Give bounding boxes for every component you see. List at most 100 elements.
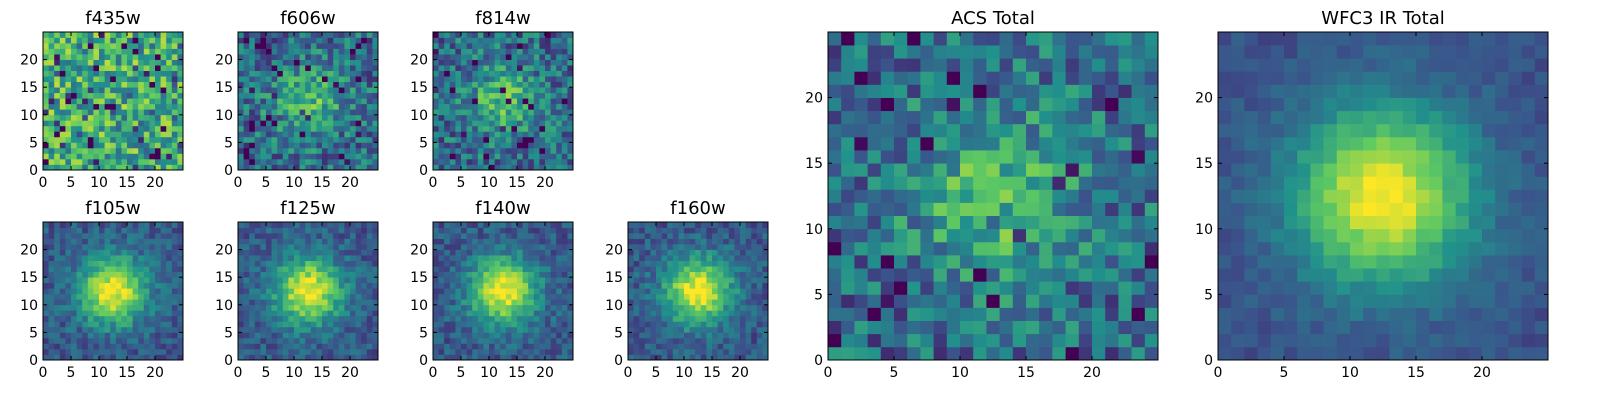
heatmap-cell — [684, 315, 690, 322]
heatmap-cell — [294, 332, 300, 339]
heatmap-cell — [449, 59, 456, 66]
heatmap-cell — [946, 307, 961, 321]
heatmap-cell — [48, 321, 55, 328]
heatmap-cell — [266, 76, 272, 83]
heatmap-cell — [505, 337, 512, 344]
heatmap-cell — [344, 37, 351, 44]
heatmap-cell — [155, 125, 161, 132]
heatmap-cell — [505, 282, 512, 289]
heatmap-cell — [946, 241, 961, 256]
heatmap-cell — [361, 282, 368, 289]
heatmap-cell — [644, 326, 651, 333]
heatmap-cell — [661, 348, 668, 355]
heatmap-cell — [149, 255, 156, 261]
heatmap-cell — [277, 354, 284, 361]
heatmap-cell — [361, 310, 368, 317]
heatmap-cell — [294, 222, 300, 228]
heatmap-cell — [243, 87, 250, 94]
heatmap-cell — [104, 142, 111, 149]
heatmap-cell — [511, 164, 518, 171]
heatmap-cell — [1026, 281, 1040, 295]
heatmap-cell — [489, 304, 495, 311]
heatmap-cell — [282, 233, 289, 239]
heatmap-cell — [695, 321, 702, 328]
x-tick-label: 5 — [652, 365, 661, 381]
heatmap-cell — [756, 321, 763, 328]
heatmap-cell — [907, 294, 921, 308]
heatmap-cell — [59, 332, 66, 339]
heatmap-cell — [444, 114, 451, 121]
heatmap-cell — [282, 153, 289, 160]
heatmap-cell — [372, 238, 379, 245]
heatmap-cell — [999, 241, 1014, 256]
heatmap-cell — [561, 98, 568, 105]
heatmap-cell — [999, 189, 1014, 203]
heatmap-cell — [762, 255, 769, 261]
heatmap-cell — [533, 277, 540, 284]
heatmap-cell — [350, 348, 356, 355]
heatmap-cell — [444, 299, 451, 306]
heatmap-cell — [249, 109, 256, 116]
heatmap-cell — [254, 37, 261, 44]
heatmap-cell — [127, 348, 133, 355]
heatmap-cell — [449, 136, 456, 143]
heatmap-cell — [477, 59, 484, 66]
axes-frame — [42, 31, 184, 171]
heatmap-cell — [639, 249, 646, 256]
heatmap-cell — [171, 310, 178, 317]
heatmap-cell — [271, 244, 278, 250]
heatmap-cell — [455, 288, 462, 295]
y-tick-label: 5 — [419, 325, 428, 341]
heatmap-cell — [539, 249, 546, 256]
heatmap-cell — [350, 277, 356, 284]
heatmap-cell — [999, 163, 1014, 177]
heatmap-cell — [327, 65, 334, 71]
heatmap-cell — [511, 233, 518, 239]
heatmap-cell — [327, 321, 334, 328]
heatmap-cell — [333, 310, 340, 317]
heatmap-cell — [260, 277, 267, 284]
heatmap-cell — [149, 332, 156, 339]
heatmap-cell — [143, 43, 150, 49]
heatmap-cell — [344, 282, 351, 289]
heatmap-cell — [678, 315, 685, 322]
heatmap-cell — [82, 326, 89, 333]
heatmap-cell — [712, 227, 718, 234]
heatmap-cell — [483, 354, 490, 361]
heatmap-cell — [960, 150, 974, 164]
heatmap-cell — [149, 81, 156, 88]
heatmap-cell — [155, 271, 161, 278]
heatmap-cell — [489, 321, 495, 328]
heatmap-cell — [489, 147, 495, 154]
x-tick-label: 0 — [429, 365, 438, 381]
heatmap-cell — [734, 326, 741, 333]
heatmap-cell — [511, 282, 518, 289]
heatmap-cell — [661, 337, 668, 344]
heatmap-cell — [59, 288, 66, 295]
heatmap-cell — [466, 48, 473, 55]
heatmap-cell — [138, 87, 145, 94]
heatmap-cell — [545, 48, 551, 55]
heatmap-cell — [505, 103, 512, 110]
heatmap-cell — [316, 37, 323, 44]
heatmap-cell — [127, 131, 133, 138]
heatmap-cell — [556, 277, 563, 284]
heatmap-cell — [841, 176, 855, 190]
heatmap-cell — [143, 332, 150, 339]
heatmap-cell — [880, 202, 895, 217]
heatmap-cell — [867, 150, 882, 164]
heatmap-cell — [933, 333, 948, 348]
heatmap-cell — [533, 76, 540, 83]
heatmap-cell — [561, 266, 568, 273]
heatmap-cell — [54, 54, 61, 60]
heatmap-cell — [243, 266, 250, 273]
heatmap-cell — [110, 227, 117, 234]
heatmap-cell — [461, 343, 467, 350]
heatmap-cell — [539, 114, 546, 121]
heatmap-cell — [322, 249, 328, 256]
heatmap-cell — [489, 164, 495, 171]
heatmap-cell — [361, 304, 368, 311]
heatmap-cell — [166, 109, 173, 116]
heatmap-cell — [728, 332, 735, 339]
heatmap-cell — [661, 277, 668, 284]
